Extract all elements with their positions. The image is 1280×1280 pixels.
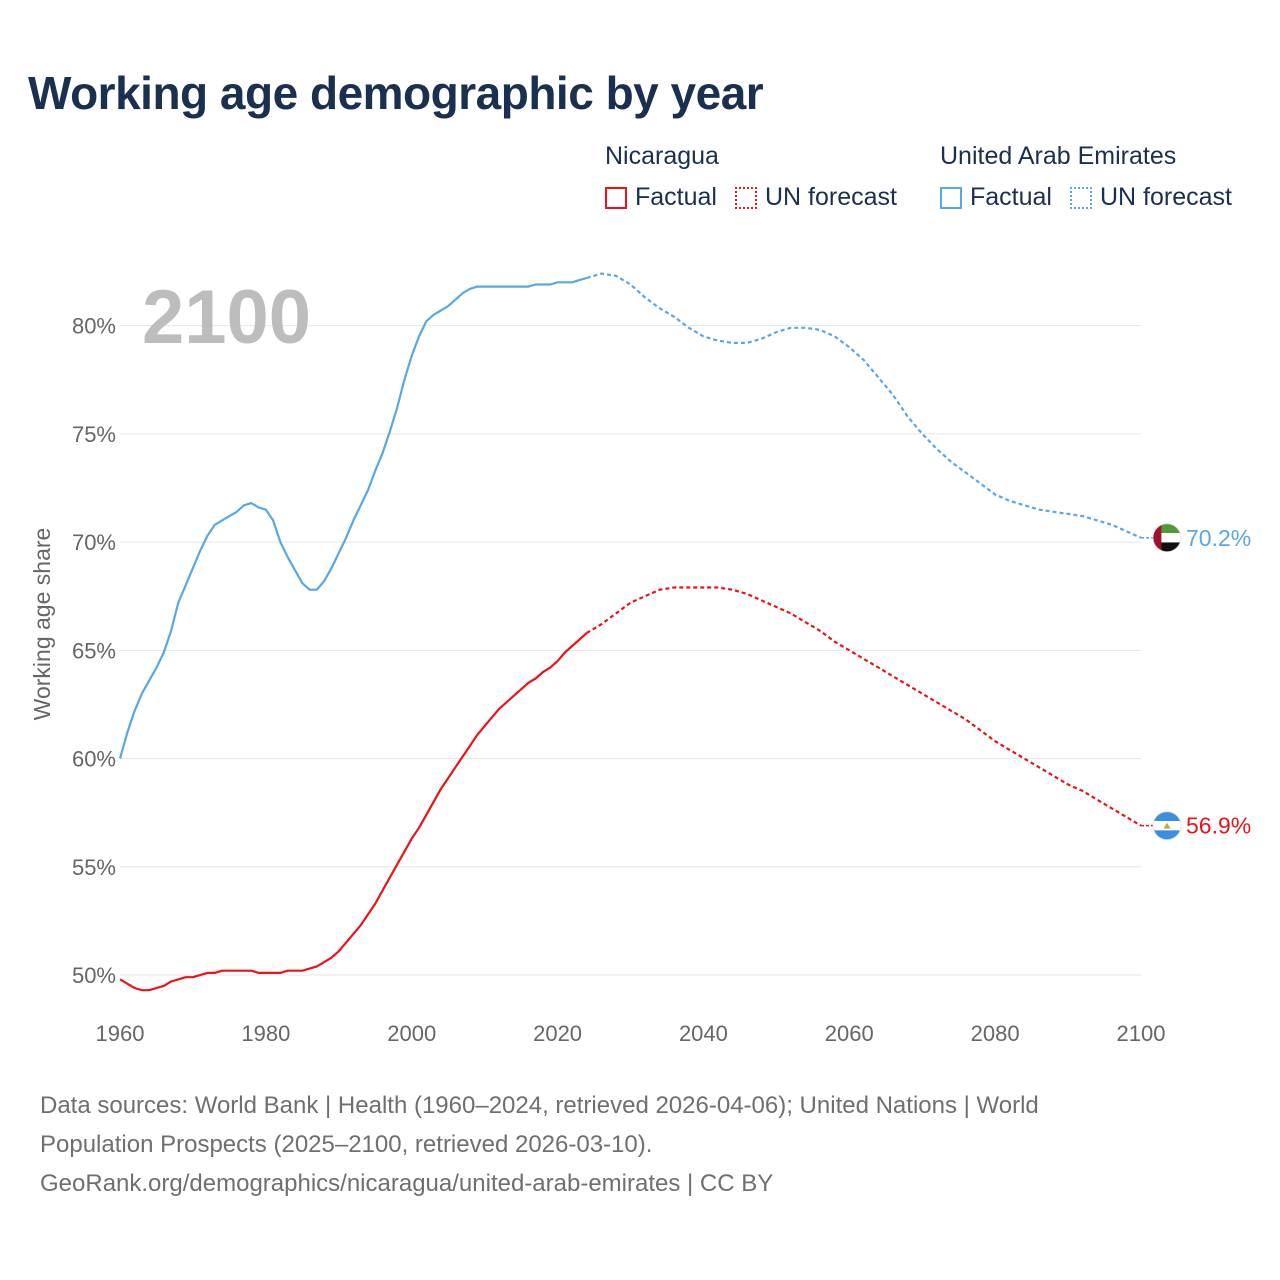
legend-label: Factual <box>970 183 1052 211</box>
y-tick-label: 60% <box>72 747 116 772</box>
y-tick-label: 70% <box>72 530 116 555</box>
legend-country-uae: United Arab Emirates <box>940 142 1177 170</box>
x-tick-label: 1960 <box>96 1021 145 1046</box>
x-tick-label: 2040 <box>679 1021 728 1046</box>
year-display: 2100 <box>142 275 311 360</box>
legend-label: UN forecast <box>764 183 897 211</box>
end-value-label-nicaragua: 56.9% <box>1186 813 1251 839</box>
legend-uae: United Arab Emirates Factual UN forecast <box>940 142 1232 212</box>
series-line-united-arab-emirates-factual[interactable] <box>118 276 588 759</box>
series-line-nicaragua-forecast[interactable] <box>586 586 1142 827</box>
y-tick-label: 65% <box>72 638 116 663</box>
legend-swatch-dotted <box>1069 186 1092 209</box>
legend-country-nicaragua: Nicaragua <box>605 142 719 170</box>
legend-item-nicaragua-forecast[interactable]: UN forecast <box>734 183 897 212</box>
series-line-united-arab-emirates-forecast[interactable] <box>586 272 1142 539</box>
legend-nicaragua: Nicaragua Factual UN forecast <box>605 142 897 212</box>
legend-swatch-dotted <box>734 186 757 209</box>
end-markers: 56.9% 70.2% <box>1141 523 1251 841</box>
x-tick-label: 2100 <box>1117 1021 1166 1046</box>
series-lines <box>118 272 1142 992</box>
y-tick-label: 50% <box>72 963 116 988</box>
x-axis-ticks: 1960 1980 2000 2020 2040 2060 2080 2100 <box>96 1021 1166 1046</box>
gridlines <box>120 325 1141 976</box>
footer-line-1: Data sources: World Bank | Health (1960–… <box>40 1092 1039 1119</box>
legend-label: Factual <box>635 183 717 211</box>
y-tick-label: 55% <box>72 855 116 880</box>
x-tick-label: 2000 <box>387 1021 436 1046</box>
footer-line-2: Population Prospects (2025–2100, retriev… <box>40 1131 653 1158</box>
y-axis-ticks: 50% 55% 60% 65% 70% 75% 80% <box>72 314 116 988</box>
legend-item-uae-forecast[interactable]: UN forecast <box>1069 183 1232 212</box>
x-tick-label: 2080 <box>971 1021 1020 1046</box>
series-line-nicaragua-factual[interactable] <box>119 632 588 992</box>
legend-item-uae-factual[interactable]: Factual <box>940 183 1052 212</box>
end-value-label-united-arab-emirates: 70.2% <box>1186 525 1251 551</box>
y-axis-title: Working age share <box>29 528 55 721</box>
footer-line-3[interactable]: GeoRank.org/demographics/nicaragua/unite… <box>40 1170 774 1197</box>
chart-title: Working age demographic by year <box>28 67 764 119</box>
nicaragua-flag-icon <box>1152 811 1182 841</box>
x-tick-label: 2020 <box>533 1021 582 1046</box>
y-tick-label: 75% <box>72 422 116 447</box>
legend-item-nicaragua-factual[interactable]: Factual <box>605 183 717 212</box>
legend-label: UN forecast <box>1099 183 1232 211</box>
y-tick-label: 80% <box>72 314 116 339</box>
legend-swatch-solid <box>605 186 627 209</box>
uae-flag-icon <box>1152 523 1182 553</box>
legend-swatch-solid <box>940 186 962 209</box>
footer-sources: Data sources: World Bank | Health (1960–… <box>40 1086 1220 1203</box>
line-chart: 50% 55% 60% 65% 70% 75% 80% 1960 1980 2000 2020 20… <box>29 272 1251 1046</box>
x-tick-label: 2060 <box>825 1021 874 1046</box>
x-tick-label: 1980 <box>241 1021 290 1046</box>
